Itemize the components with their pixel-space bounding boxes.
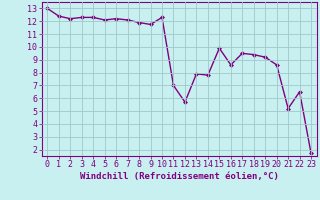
X-axis label: Windchill (Refroidissement éolien,°C): Windchill (Refroidissement éolien,°C): [80, 172, 279, 181]
